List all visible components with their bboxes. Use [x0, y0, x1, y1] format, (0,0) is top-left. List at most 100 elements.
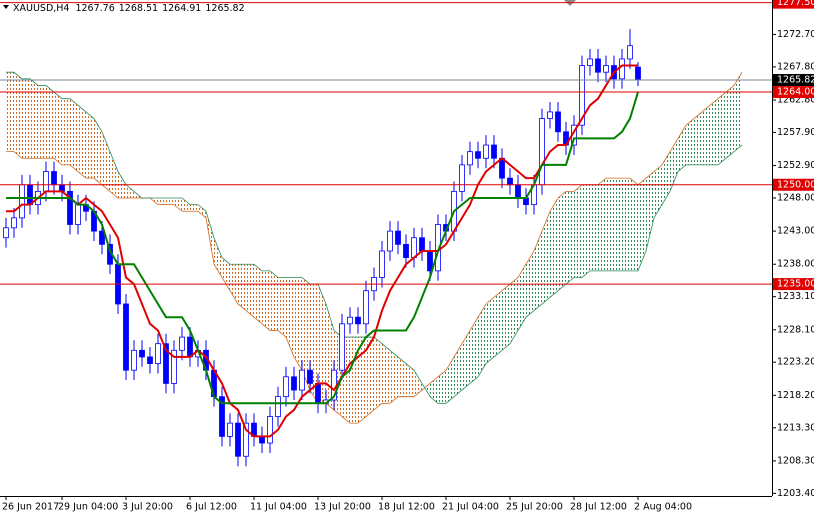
cloud-segment — [318, 284, 326, 404]
cloud-segment — [198, 204, 206, 218]
candle-body — [11, 217, 17, 229]
candle-body — [227, 422, 233, 437]
cloud-segment — [662, 151, 670, 205]
candle-body — [187, 336, 193, 358]
candle-body — [43, 171, 49, 192]
y-tick-label: 1248.00 — [777, 193, 814, 204]
cloud-segment — [62, 98, 70, 165]
cloud-segment — [478, 303, 486, 377]
candle-body — [307, 369, 313, 384]
candle-body — [555, 111, 561, 133]
x-tick-label: 11 Jul 04:00 — [250, 502, 307, 513]
cloud-segment — [102, 131, 110, 192]
candle-body — [3, 227, 9, 239]
cloud-segment — [566, 191, 574, 285]
candle-body — [75, 204, 81, 225]
cloud-segment — [366, 337, 374, 417]
cloud-segment — [14, 72, 22, 159]
cloud-segment — [582, 184, 590, 278]
cloud-segment — [110, 151, 118, 199]
candle-body — [547, 111, 553, 119]
cloud-segment — [254, 264, 262, 324]
cloud-segment — [398, 356, 406, 397]
cloud-segment — [574, 184, 582, 278]
candle-body — [587, 58, 593, 66]
x-tick-label: 25 Jul 20:00 — [506, 502, 563, 513]
y-tick-label: 1233.10 — [777, 291, 814, 302]
cloud-segment — [614, 178, 622, 271]
span-a-line — [6, 71, 743, 424]
candle-body — [299, 369, 305, 391]
cloud-segment — [222, 257, 230, 291]
candle-body — [147, 356, 153, 364]
cloud-segment — [286, 277, 294, 357]
cloud-segment — [350, 337, 358, 424]
level-label: 1250.00 — [777, 179, 814, 190]
candle-body — [467, 151, 473, 166]
candle-body — [387, 230, 393, 252]
cloud-segment — [686, 118, 694, 165]
cloud-segment — [678, 125, 686, 172]
cloud-segment — [126, 184, 134, 199]
x-tick-label: 3 Jul 20:00 — [122, 502, 173, 513]
cloud-segment — [174, 198, 182, 212]
plot-area — [3, 29, 743, 467]
y-tick-label: 1223.20 — [777, 357, 814, 368]
cloud-segment — [46, 85, 54, 159]
candle-body — [459, 164, 465, 192]
candle-body — [627, 45, 633, 60]
cloud-segment — [462, 330, 470, 391]
candle-body — [267, 416, 273, 444]
x-tick-label: 2 Aug 04:00 — [634, 502, 692, 513]
cloud-segment — [294, 277, 302, 371]
x-tick-label: 6 Jul 12:00 — [186, 502, 237, 513]
y-tick-label: 1262.80 — [777, 94, 814, 105]
cloud-segment — [534, 231, 542, 311]
y-tick-label: 1203.40 — [777, 488, 814, 499]
candle-body — [603, 65, 609, 73]
candle-body — [67, 190, 73, 225]
candle-body — [99, 230, 105, 245]
cloud-segment — [262, 270, 270, 331]
candle-body — [539, 118, 545, 186]
candle-body — [507, 177, 513, 186]
y-tick-label: 1238.00 — [777, 259, 814, 270]
candle-body — [51, 171, 57, 186]
cloud-segment — [638, 178, 646, 271]
candle-body — [179, 336, 185, 351]
cloud-segment — [302, 277, 310, 391]
cloud-segment — [414, 370, 422, 397]
y-tick-label: 1213.30 — [777, 422, 814, 433]
candle-body — [491, 144, 497, 159]
cloud-segment — [558, 191, 566, 291]
level-label-box — [773, 278, 814, 291]
y-tick-label: 1257.90 — [777, 127, 814, 138]
cloud-segment — [598, 178, 606, 271]
cloud-segment — [550, 198, 558, 298]
cloud-segment — [718, 92, 726, 165]
cloud-segment — [54, 92, 62, 165]
cloud-segment — [430, 376, 438, 404]
cloud-segment — [510, 277, 518, 344]
cloud-segment — [494, 290, 502, 357]
indicator-line — [6, 91, 639, 405]
level-label: 1264.00 — [777, 87, 814, 98]
menu-arrow — [3, 5, 9, 9]
cloud-segment — [238, 264, 246, 311]
current-price-label: 1265.82 — [777, 74, 814, 85]
candle-body — [283, 376, 289, 398]
candle-body — [363, 290, 369, 325]
candle-body — [123, 303, 129, 371]
cloud-segment — [438, 370, 446, 404]
candle-body — [619, 58, 625, 80]
cloud-segment — [606, 178, 614, 271]
y-tick-label: 1218.20 — [777, 390, 814, 401]
cloud-segment — [590, 184, 598, 271]
cloud-segment — [630, 178, 638, 271]
last-close: 1265.82 — [205, 3, 244, 14]
candle-body — [395, 230, 401, 245]
cloud-segment — [182, 198, 190, 212]
y-tick-label: 1208.30 — [777, 455, 814, 466]
cloud-segment — [622, 178, 630, 271]
cloud-segment — [406, 363, 414, 397]
